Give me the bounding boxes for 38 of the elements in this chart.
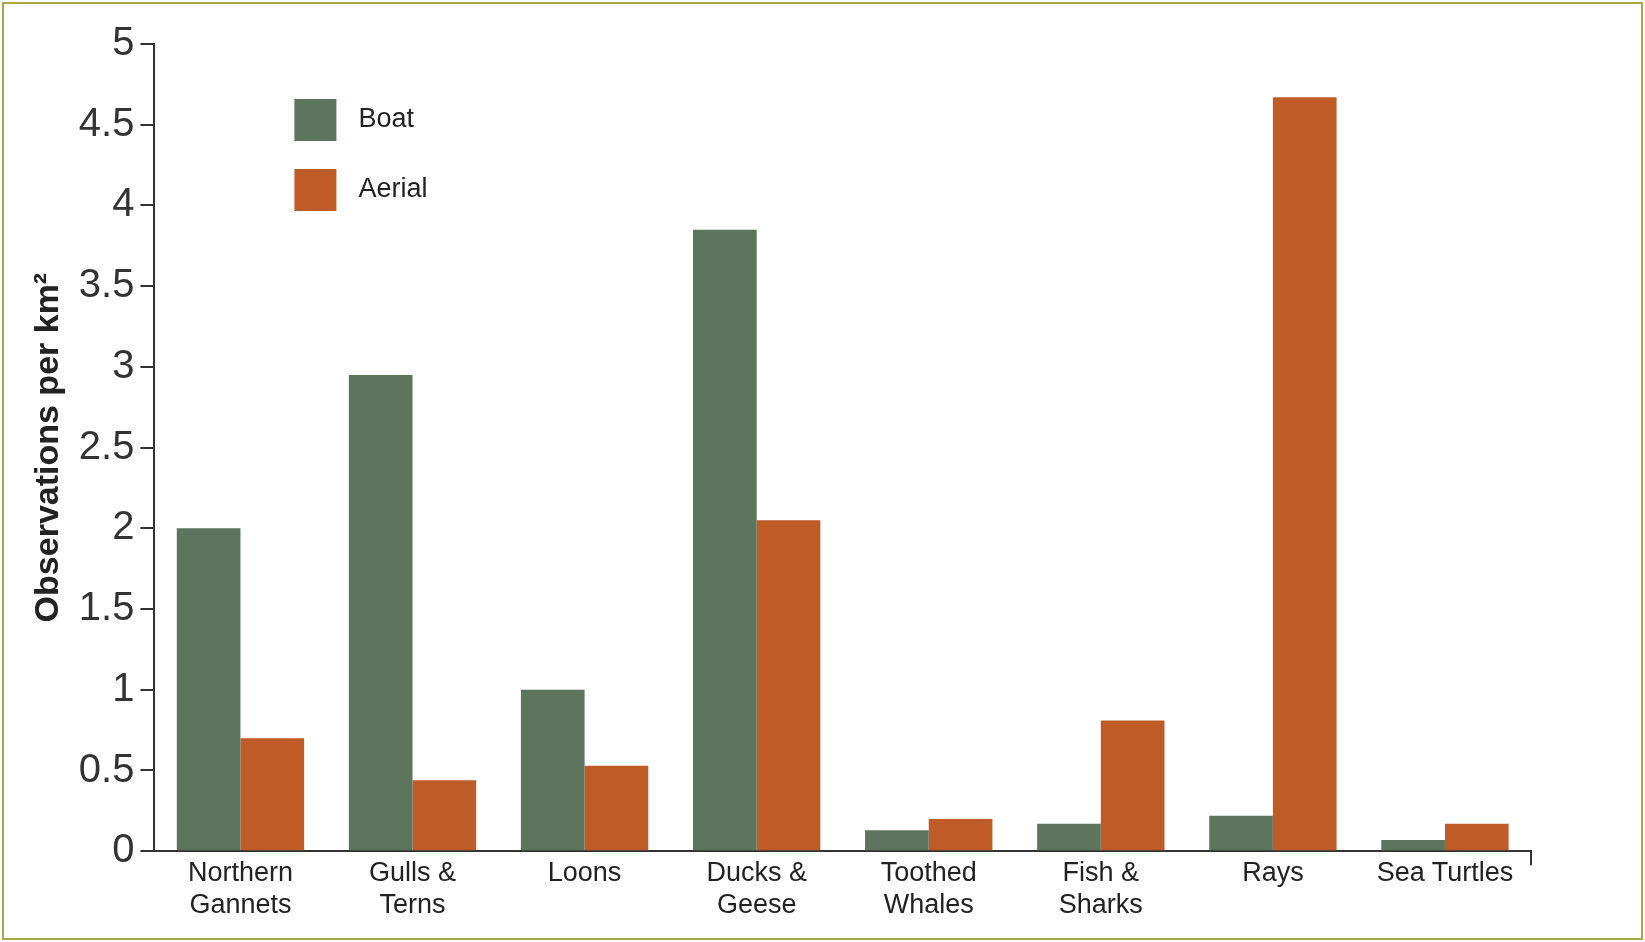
y-axis-title: Observations per km²	[26, 272, 65, 623]
bar	[756, 520, 821, 851]
bar	[693, 229, 757, 851]
y-tick-label: 0	[112, 826, 135, 871]
y-tick-label: 2.5	[78, 422, 135, 467]
bar	[1272, 97, 1337, 851]
bar	[348, 374, 413, 851]
y-tick-label: 1.5	[78, 584, 135, 629]
bar	[1209, 815, 1273, 851]
x-tick-label: Loons	[547, 856, 622, 887]
bar	[1100, 720, 1165, 851]
x-tick-label: Rays	[1242, 856, 1304, 887]
bar	[865, 830, 929, 851]
bar	[520, 689, 585, 851]
x-tick-label: Sea Turtles	[1376, 856, 1514, 887]
bar	[412, 780, 477, 851]
bar	[176, 528, 241, 851]
bar	[584, 765, 649, 851]
bar	[1444, 823, 1509, 851]
y-tick-label: 2	[112, 503, 135, 548]
bar	[928, 818, 993, 851]
y-tick-label: 4	[112, 180, 135, 225]
x-tick-label: Toothed Whales	[880, 856, 977, 920]
bar	[240, 738, 305, 851]
legend-label: Aerial	[358, 173, 428, 204]
y-tick-label: 4.5	[78, 99, 135, 144]
y-tick-label: 3	[112, 341, 135, 386]
y-tick-label: 5	[112, 19, 135, 64]
bar	[1037, 823, 1101, 851]
x-tick-label: Northern Gannets	[187, 856, 293, 920]
y-tick-label: 3.5	[78, 261, 135, 306]
x-tick-label: Ducks & Geese	[706, 856, 807, 920]
x-tick-label: Fish & Sharks	[1058, 856, 1143, 920]
y-tick-label: 0.5	[78, 745, 135, 790]
y-tick-label: 1	[112, 664, 135, 709]
bar	[1381, 839, 1445, 851]
legend-label: Boat	[358, 103, 415, 134]
x-tick-label: Gulls & Terns	[369, 856, 457, 920]
